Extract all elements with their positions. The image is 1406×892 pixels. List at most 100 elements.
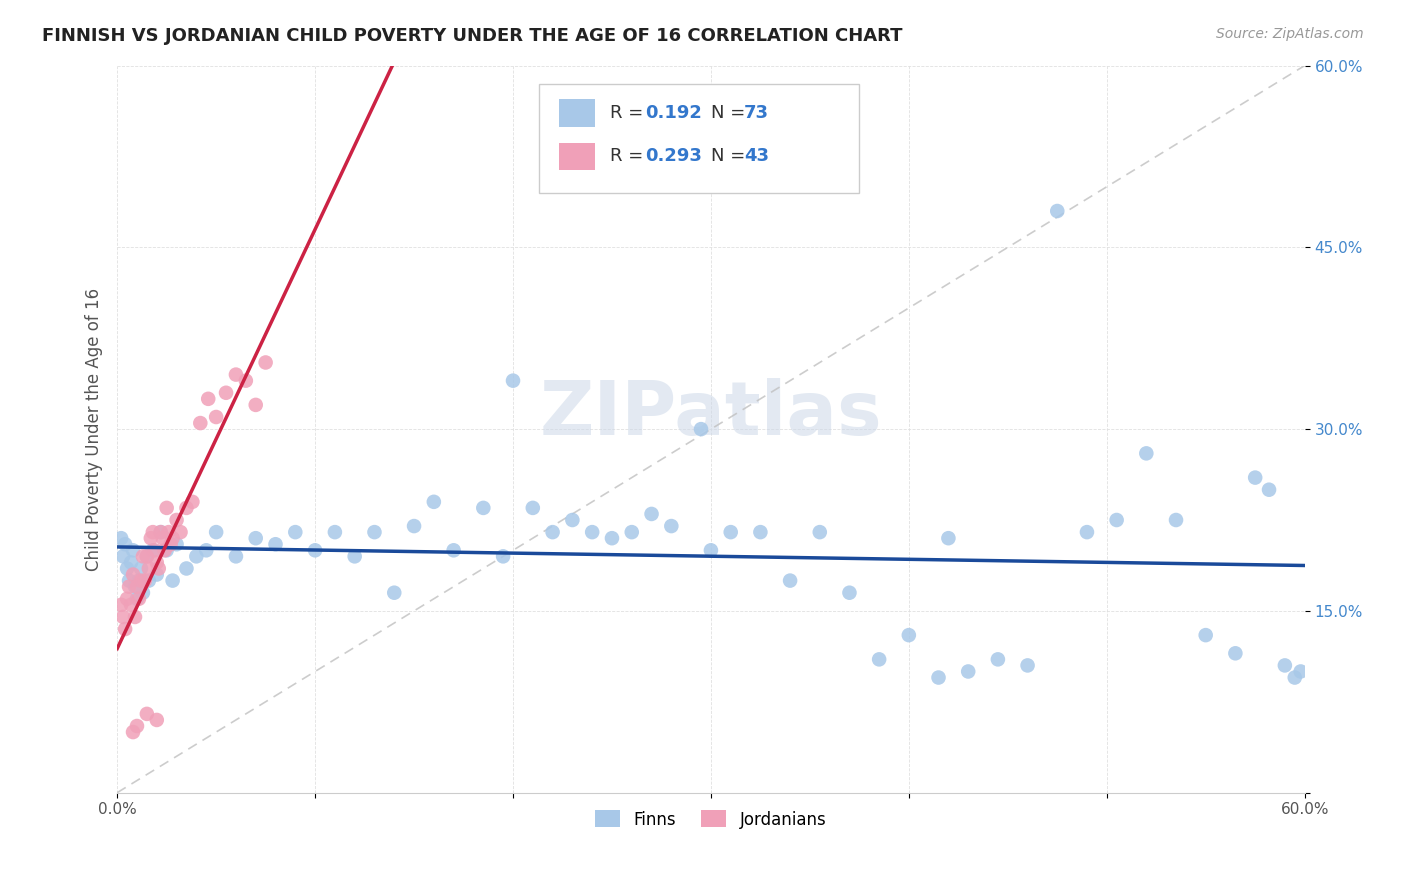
Point	[125, 719, 148, 733]
Point	[135, 706, 157, 721]
Point	[382, 585, 405, 599]
Point	[1284, 671, 1306, 685]
Point	[135, 549, 157, 564]
Point	[156, 500, 179, 515]
Point	[423, 495, 446, 509]
Point	[166, 537, 188, 551]
Point	[153, 543, 176, 558]
Point	[138, 574, 160, 588]
Point	[162, 531, 184, 545]
Point	[132, 585, 155, 599]
Point	[1105, 513, 1128, 527]
Point	[522, 500, 544, 515]
Text: 73: 73	[744, 103, 769, 122]
Text: N =: N =	[711, 147, 751, 166]
Point	[492, 549, 515, 564]
Point	[146, 567, 169, 582]
Point	[215, 385, 238, 400]
Point	[700, 543, 723, 558]
Point	[162, 574, 184, 588]
Point	[343, 549, 366, 564]
Point	[195, 543, 218, 558]
Text: ZIPatlas: ZIPatlas	[540, 378, 882, 451]
Point	[129, 574, 152, 588]
Point	[205, 409, 228, 424]
Point	[1244, 470, 1267, 484]
Point	[1135, 446, 1157, 460]
Point	[110, 531, 132, 545]
Point	[134, 574, 156, 588]
Point	[443, 543, 465, 558]
Point	[115, 561, 138, 575]
Point	[1195, 628, 1218, 642]
Point	[938, 531, 960, 545]
Point	[928, 671, 950, 685]
Point	[112, 549, 135, 564]
Point	[808, 525, 831, 540]
Point	[181, 495, 204, 509]
Point	[122, 543, 145, 558]
Point	[1258, 483, 1281, 497]
Point	[124, 580, 146, 594]
Point	[600, 531, 623, 545]
Point	[779, 574, 801, 588]
Point	[1274, 658, 1296, 673]
Text: R =: R =	[610, 147, 650, 166]
Point	[838, 585, 860, 599]
Point	[176, 561, 198, 575]
Point	[749, 525, 772, 540]
Point	[987, 652, 1010, 666]
Point	[112, 610, 135, 624]
Point	[125, 591, 148, 606]
Point	[720, 525, 742, 540]
Text: N =: N =	[711, 103, 751, 122]
Point	[128, 574, 150, 588]
Text: 0.192: 0.192	[645, 103, 703, 122]
Text: 43: 43	[744, 147, 769, 166]
Legend: Finns, Jordanians: Finns, Jordanians	[589, 804, 834, 835]
Point	[142, 525, 165, 540]
Point	[659, 519, 682, 533]
Point	[235, 374, 257, 388]
Point	[245, 398, 267, 412]
Point	[114, 622, 136, 636]
Point	[166, 513, 188, 527]
Point	[284, 525, 307, 540]
Text: 0.293: 0.293	[645, 147, 703, 166]
Point	[142, 543, 165, 558]
Point	[146, 713, 169, 727]
Point	[363, 525, 385, 540]
Point	[690, 422, 713, 436]
Point	[128, 591, 150, 606]
Point	[110, 598, 132, 612]
Point	[138, 561, 160, 575]
FancyBboxPatch shape	[560, 99, 595, 127]
Point	[115, 591, 138, 606]
Point	[897, 628, 920, 642]
Point	[620, 525, 643, 540]
Point	[957, 665, 980, 679]
Point	[245, 531, 267, 545]
Point	[1046, 204, 1069, 219]
FancyBboxPatch shape	[538, 84, 859, 193]
Point	[472, 500, 495, 515]
Point	[640, 507, 662, 521]
Point	[1164, 513, 1187, 527]
Point	[157, 525, 180, 540]
Point	[139, 531, 162, 545]
Point	[186, 549, 208, 564]
Point	[143, 543, 166, 558]
Point	[169, 525, 191, 540]
Point	[135, 549, 157, 564]
Point	[188, 416, 211, 430]
Point	[502, 374, 524, 388]
Point	[132, 549, 155, 564]
Text: FINNISH VS JORDANIAN CHILD POVERTY UNDER THE AGE OF 16 CORRELATION CHART: FINNISH VS JORDANIAN CHILD POVERTY UNDER…	[42, 27, 903, 45]
Point	[225, 368, 247, 382]
Point	[124, 610, 146, 624]
Point	[122, 725, 145, 739]
Point	[156, 543, 179, 558]
Point	[120, 598, 142, 612]
Point	[176, 500, 198, 515]
Point	[118, 574, 141, 588]
